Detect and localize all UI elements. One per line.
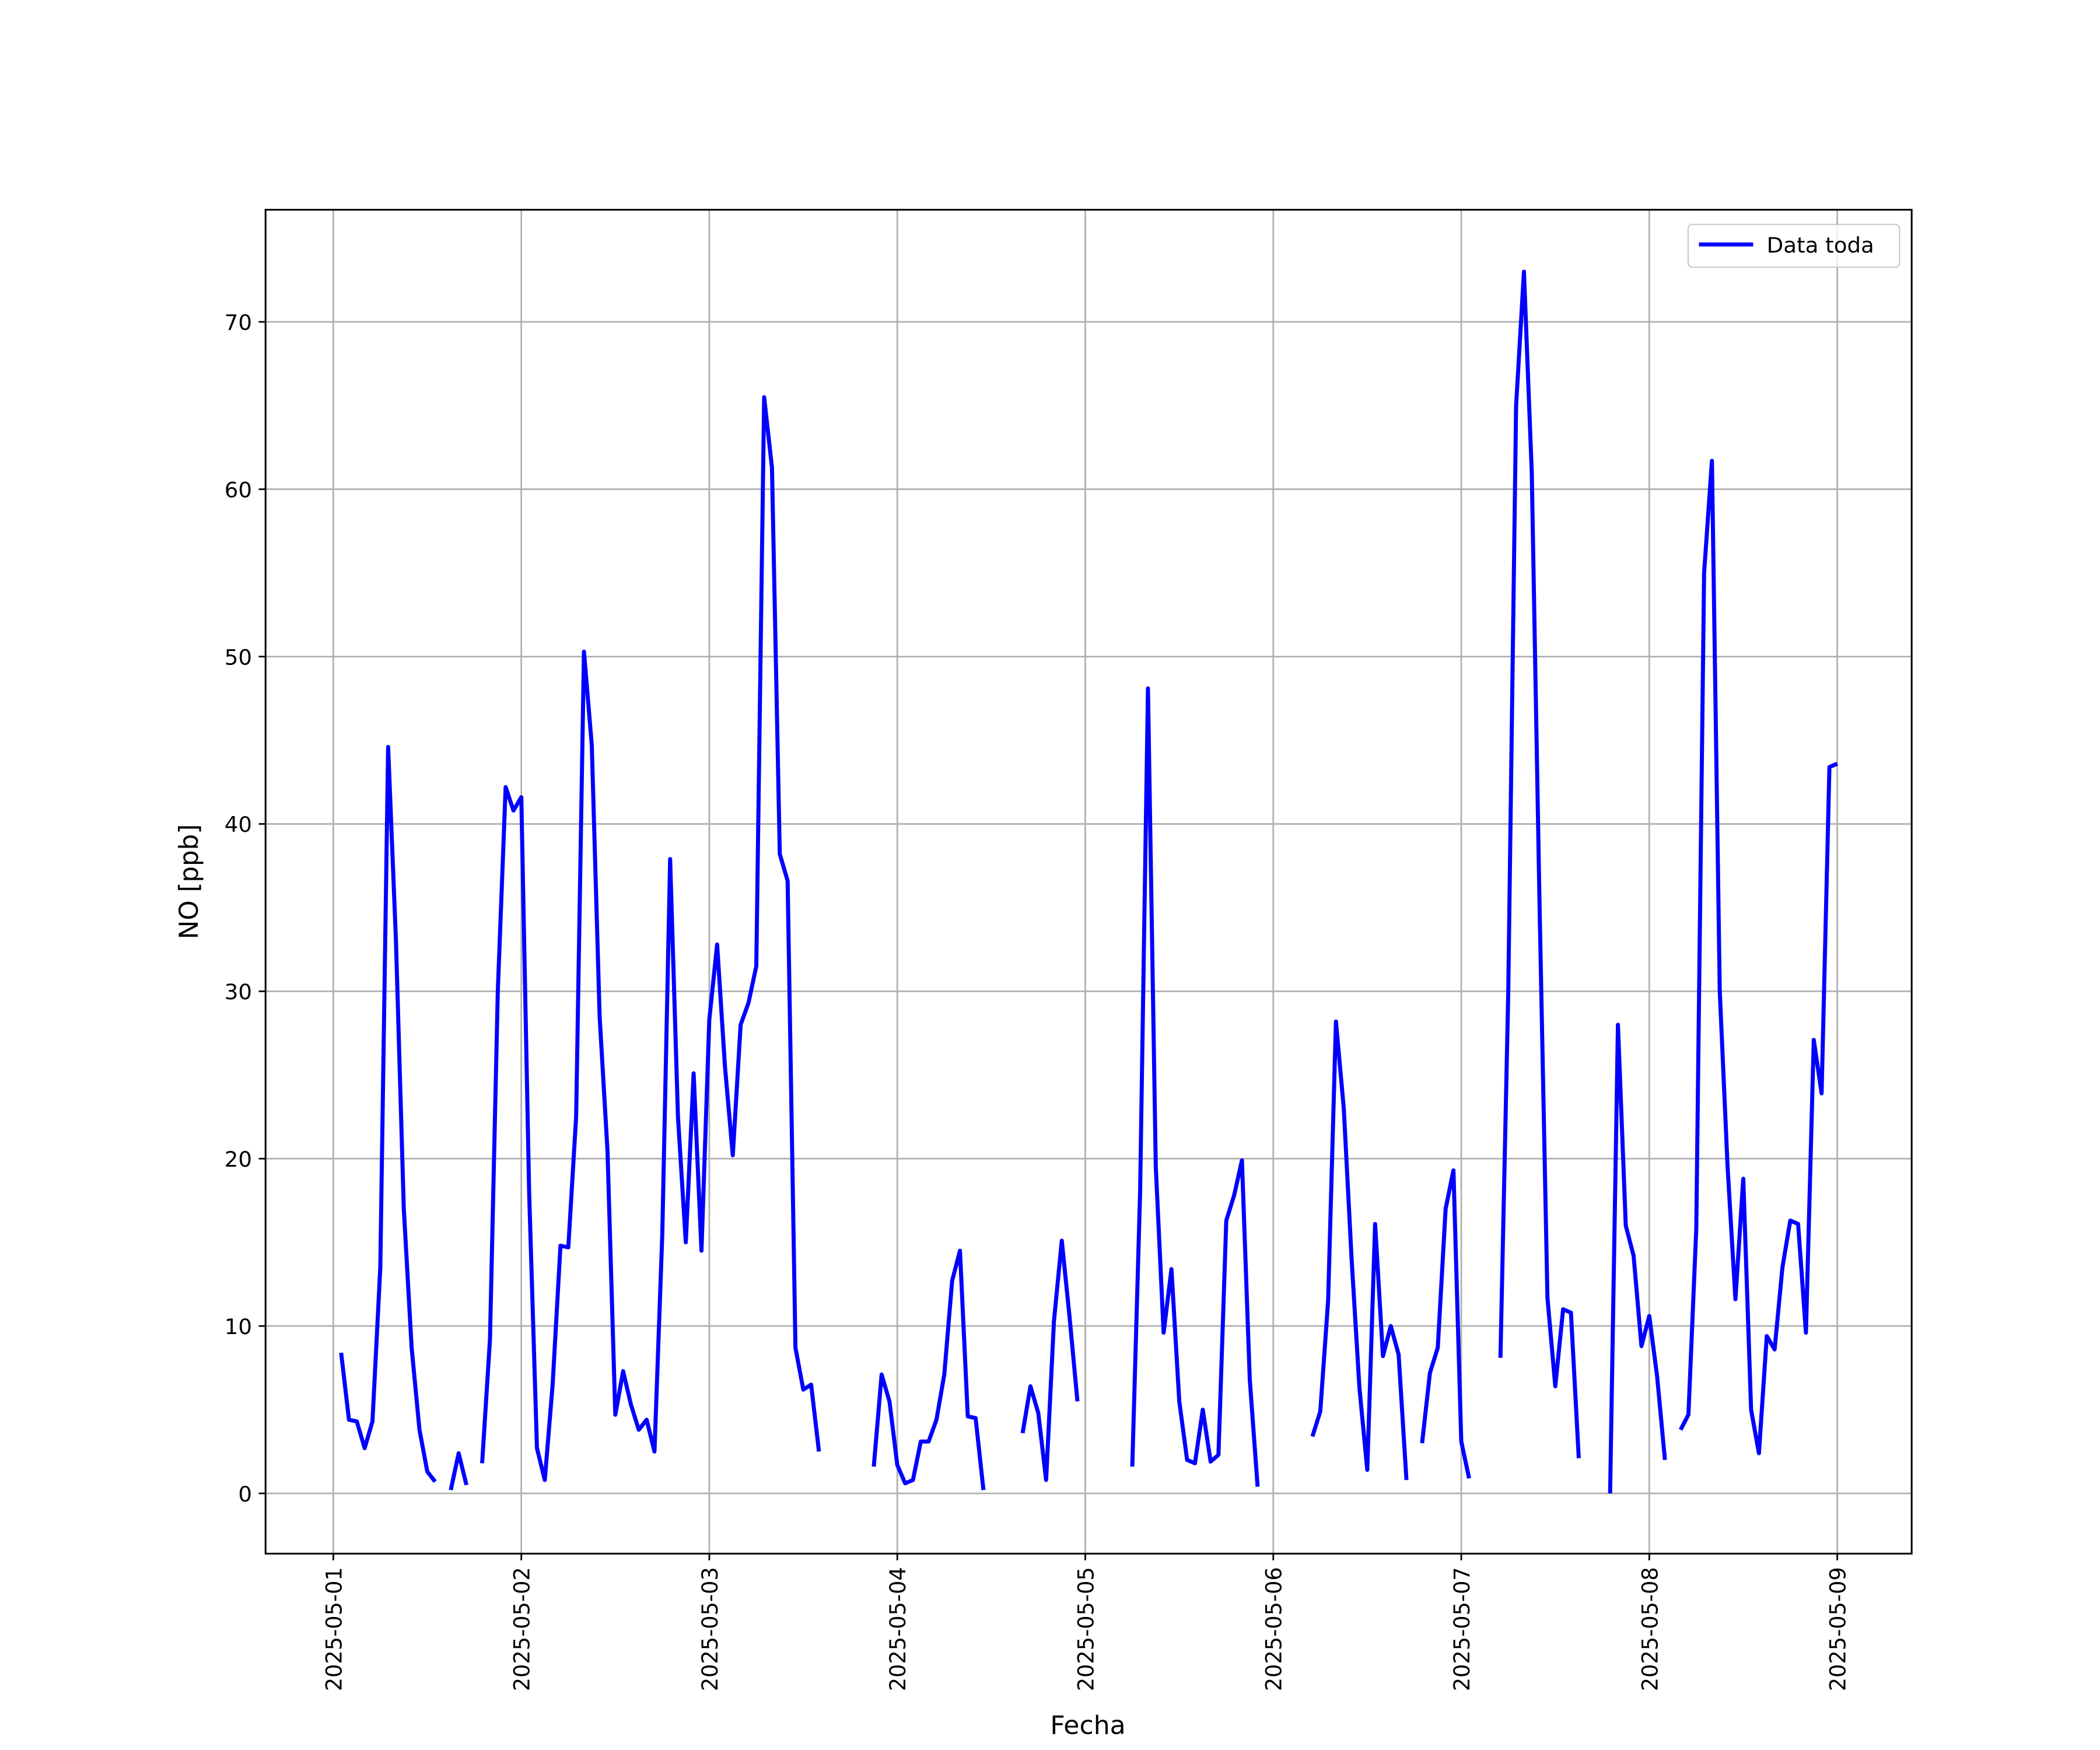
y-tick-label: 30 <box>225 979 252 1005</box>
x-axis-label: Fecha <box>1050 1711 1125 1741</box>
legend-label: Data toda <box>1767 233 1874 258</box>
x-tick-label: 2025-05-08 <box>1637 1567 1662 1691</box>
y-tick-label: 20 <box>225 1147 252 1172</box>
y-tick-label: 0 <box>238 1482 252 1507</box>
y-tick-label: 50 <box>225 645 252 670</box>
x-tick-label: 2025-05-09 <box>1825 1567 1850 1691</box>
y-tick-label: 70 <box>225 310 252 335</box>
plot-frame <box>264 209 1913 1555</box>
x-tick-label: 2025-05-05 <box>1073 1567 1098 1691</box>
data-line <box>339 270 1838 1494</box>
x-tick-label: 2025-05-02 <box>509 1567 534 1691</box>
x-tick-label: 2025-05-03 <box>698 1567 723 1691</box>
x-tick-label: 2025-05-06 <box>1261 1567 1286 1691</box>
x-tick-label: 2025-05-01 <box>321 1567 346 1691</box>
y-axis-label: NO [ppb] <box>174 824 204 939</box>
legend: Data toda <box>1687 223 1901 268</box>
x-tick-label: 2025-05-07 <box>1450 1567 1475 1691</box>
y-tick-label: 60 <box>225 478 252 503</box>
x-tick-label: 2025-05-04 <box>886 1567 911 1691</box>
y-tick-label: 40 <box>225 812 252 837</box>
legend-box <box>1687 223 1901 268</box>
y-tick-label: 10 <box>225 1314 252 1339</box>
